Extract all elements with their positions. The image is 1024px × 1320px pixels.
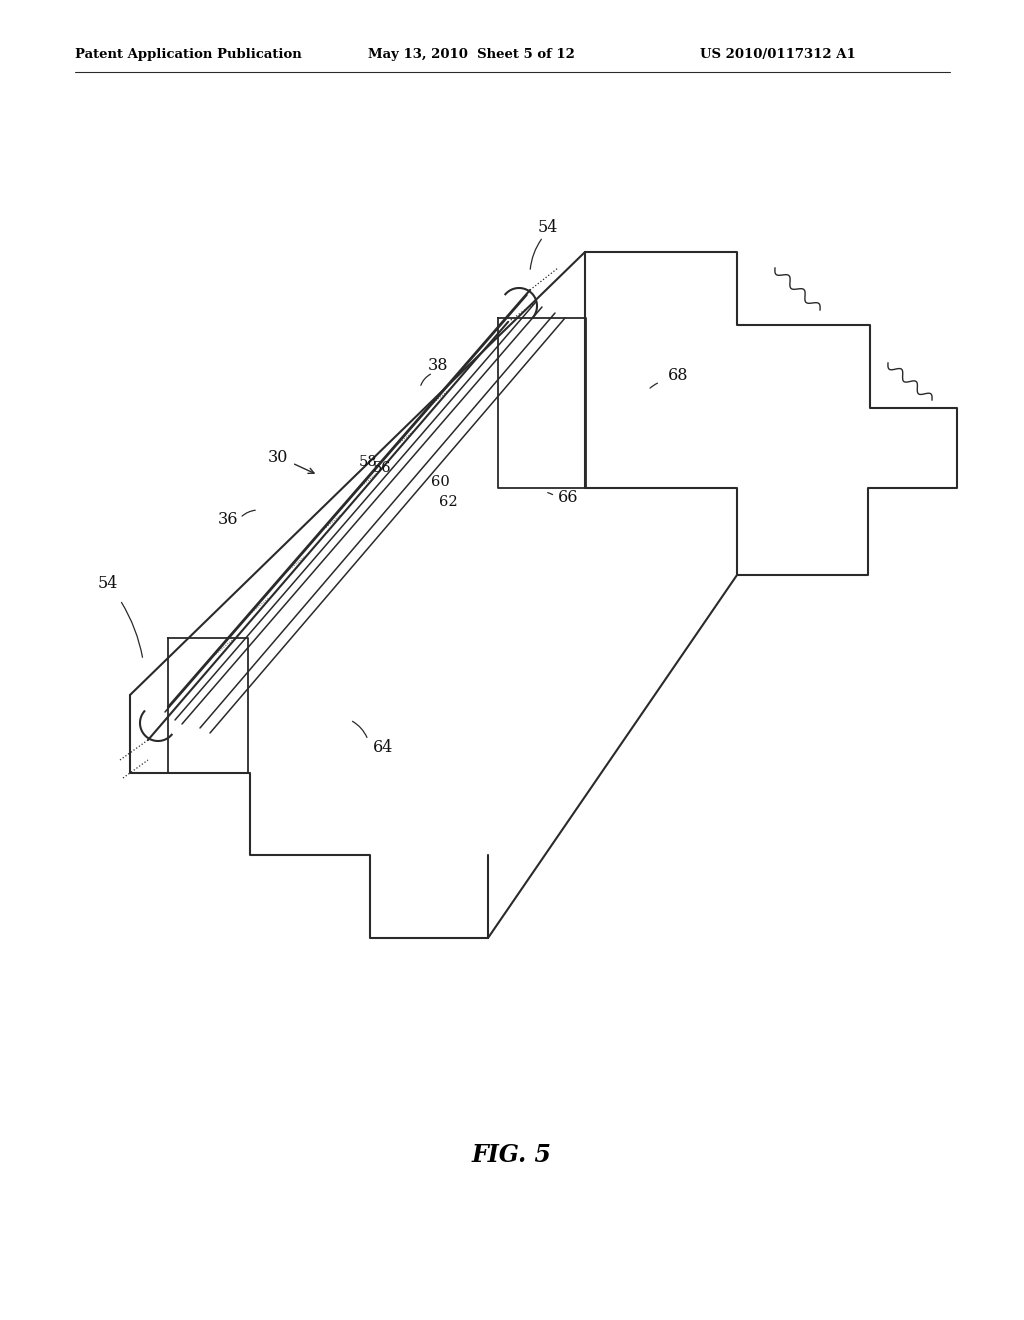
Text: 56: 56 [373,461,391,475]
Text: 58: 58 [358,455,377,469]
Text: 54: 54 [98,574,118,591]
Text: 30: 30 [268,450,288,466]
Text: 68: 68 [668,367,688,384]
Text: Patent Application Publication: Patent Application Publication [75,48,302,61]
Text: 66: 66 [558,490,579,507]
Text: 64: 64 [373,739,393,756]
Text: US 2010/0117312 A1: US 2010/0117312 A1 [700,48,856,61]
Text: 60: 60 [431,475,450,488]
Text: May 13, 2010  Sheet 5 of 12: May 13, 2010 Sheet 5 of 12 [368,48,574,61]
Text: 36: 36 [218,511,239,528]
Text: 38: 38 [428,356,449,374]
Text: 54: 54 [538,219,558,236]
Text: 62: 62 [438,495,458,510]
Text: FIG. 5: FIG. 5 [472,1143,552,1167]
